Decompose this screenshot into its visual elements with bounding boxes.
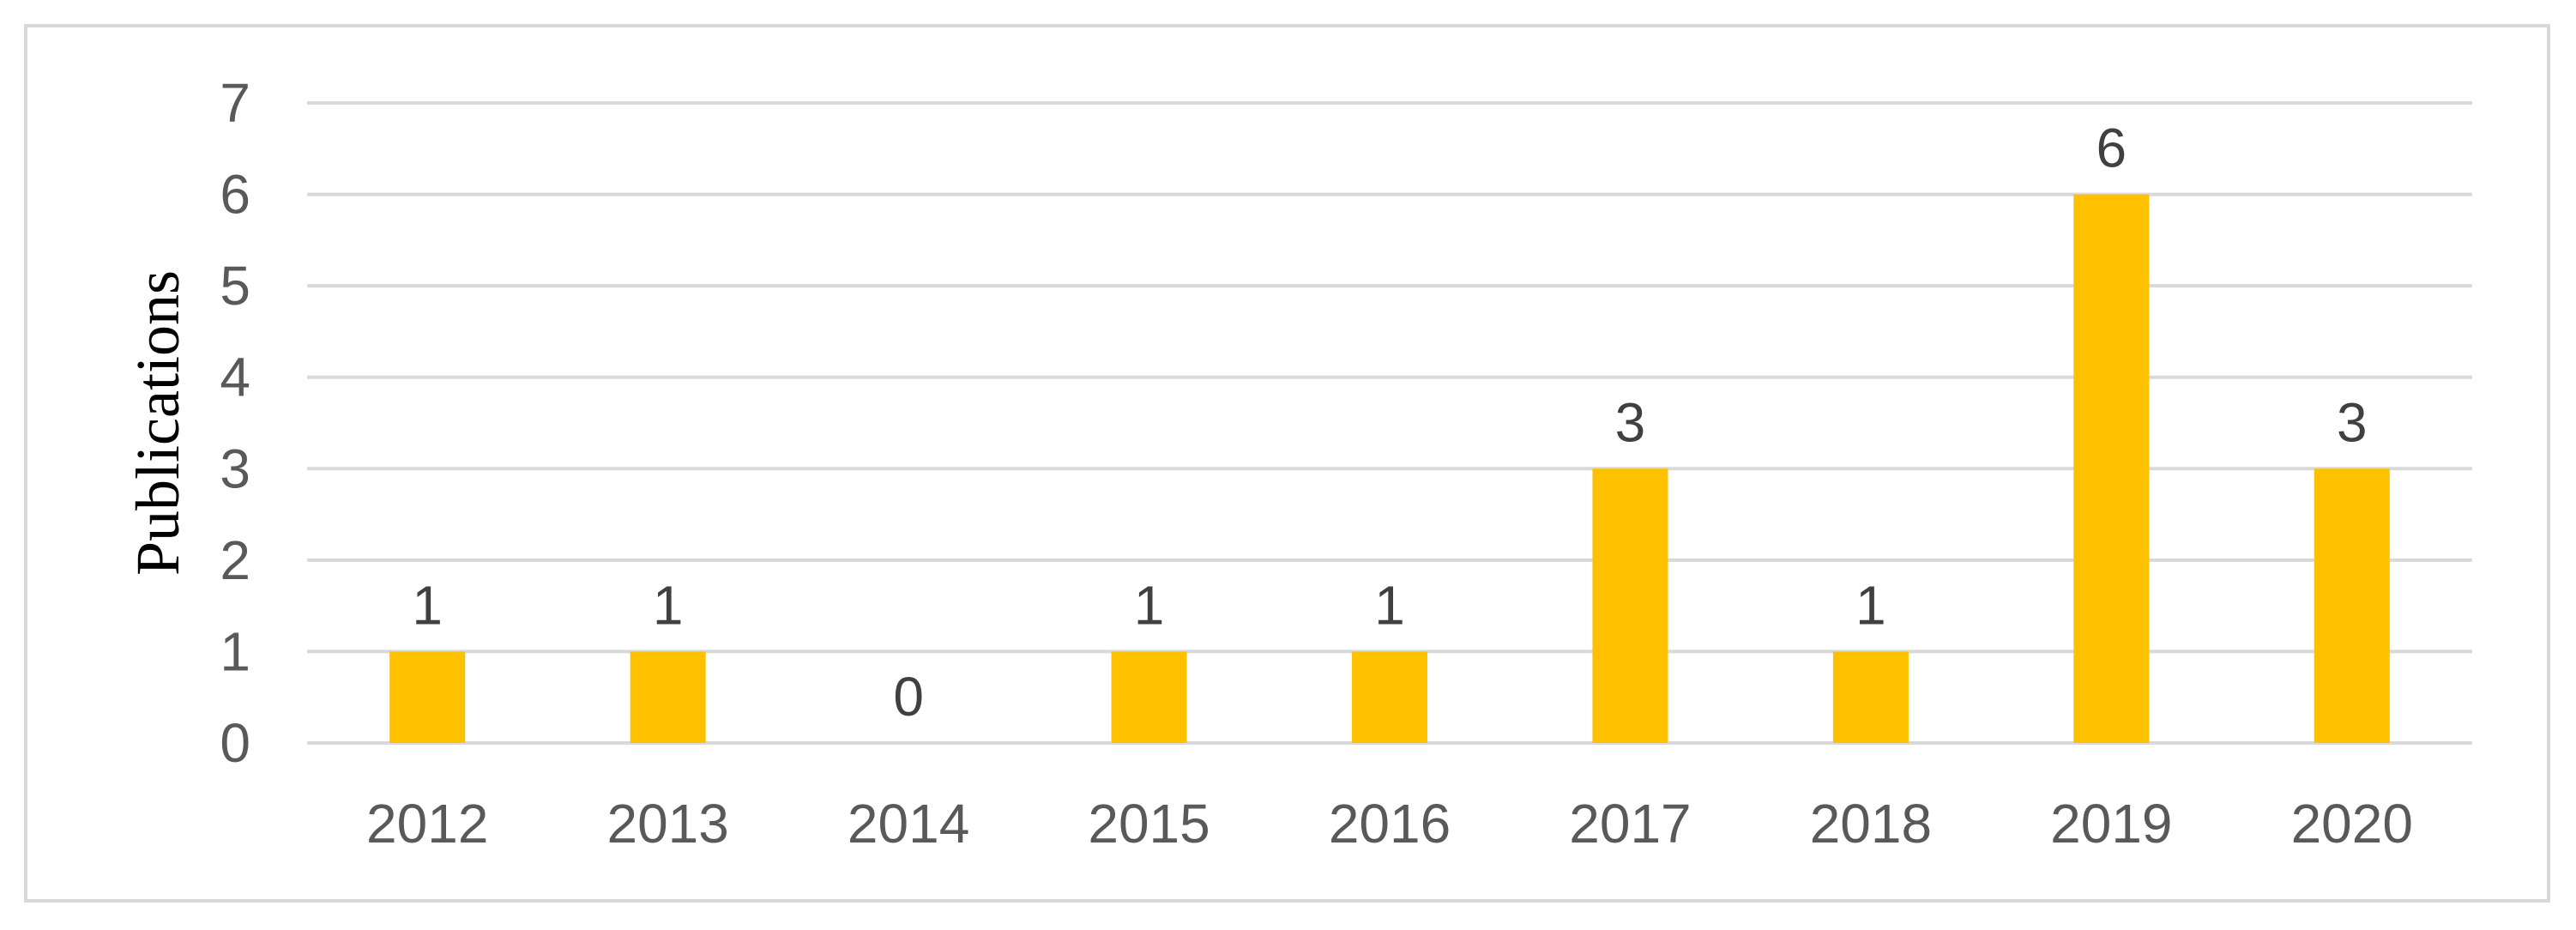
data-label-2018: 1 <box>1855 574 1886 636</box>
y-tick-label: 0 <box>220 712 250 774</box>
bar-2015 <box>1111 651 1187 743</box>
y-tick-label: 5 <box>220 255 250 317</box>
y-tick-label: 2 <box>220 529 250 591</box>
y-tick-label: 6 <box>220 164 250 226</box>
x-tick-label: 2019 <box>2050 793 2172 855</box>
y-tick-label: 4 <box>220 347 250 408</box>
y-tick-label: 3 <box>220 438 250 499</box>
x-tick-label: 2012 <box>366 793 488 855</box>
x-tick-label: 2016 <box>1329 793 1451 855</box>
bar-2017 <box>1592 468 1668 743</box>
bars <box>389 194 2390 744</box>
y-axis-ticks: 0 1 2 3 4 5 6 7 <box>220 72 250 774</box>
x-tick-label: 2018 <box>1810 793 1932 855</box>
bar-2012 <box>389 651 466 743</box>
x-tick-label: 2013 <box>606 793 728 855</box>
bar-2016 <box>1352 651 1427 743</box>
bar-2019 <box>2073 194 2150 744</box>
y-tick-label: 1 <box>220 620 250 682</box>
data-labels: 1 1 0 1 1 3 1 6 3 <box>412 118 2367 728</box>
bar-2013 <box>630 651 706 743</box>
data-label-2013: 1 <box>653 574 684 636</box>
data-label-2012: 1 <box>412 574 443 636</box>
bar-2018 <box>1832 651 1909 743</box>
data-label-2014: 0 <box>893 666 924 728</box>
x-tick-label: 2015 <box>1088 793 1210 855</box>
bar-2020 <box>2314 468 2390 743</box>
x-tick-label: 2020 <box>2291 793 2413 855</box>
data-label-2019: 6 <box>2096 118 2127 179</box>
x-tick-label: 2014 <box>848 793 969 855</box>
data-label-2016: 1 <box>1374 574 1405 636</box>
x-tick-label: 2017 <box>1569 793 1691 855</box>
y-tick-label: 7 <box>220 72 250 134</box>
data-label-2017: 3 <box>1615 391 1646 453</box>
y-axis-title: Publications <box>124 270 192 576</box>
data-label-2020: 3 <box>2337 391 2368 453</box>
x-axis-ticks: 2012 2013 2014 2015 2016 2017 2018 2019 2020 <box>366 793 2413 855</box>
data-label-2015: 1 <box>1134 574 1165 636</box>
